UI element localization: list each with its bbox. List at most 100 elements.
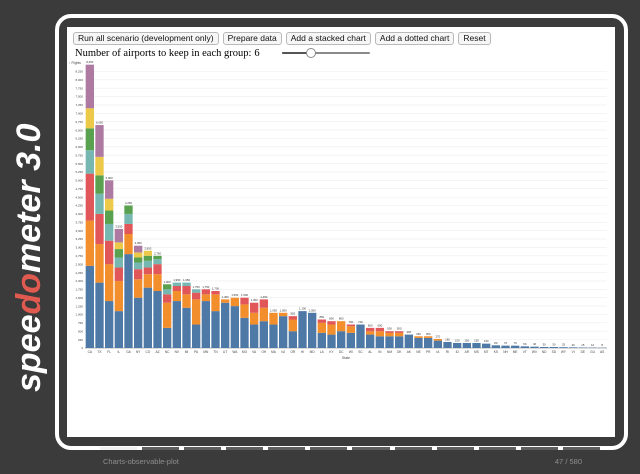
x-tick-label: IN (378, 350, 382, 354)
bar-segment (134, 262, 143, 270)
bar-segment (569, 347, 578, 348)
bar-segment (143, 267, 152, 275)
bar-total-label: 1,500 (231, 293, 238, 297)
bar-segment (105, 198, 114, 211)
bar-segment (395, 331, 404, 333)
bar-segment (395, 332, 404, 337)
bar-segment (385, 336, 394, 348)
airports-slider[interactable] (281, 48, 370, 58)
bar-total-label: 150 (455, 338, 460, 342)
bar-segment (134, 257, 143, 263)
slider-thumb[interactable] (305, 48, 316, 58)
x-tick-label: KY (329, 350, 334, 354)
svg-text:speedometer 3.0: speedometer 3.0 (10, 124, 48, 392)
progress-segment (394, 447, 432, 450)
reset-button[interactable]: Reset (458, 32, 491, 45)
bar-segment (230, 297, 239, 307)
bar-segment (85, 64, 94, 109)
bar-segment (366, 327, 375, 332)
x-tick-label: AL (368, 350, 372, 354)
y-axis-label: ↑ Flights (69, 61, 81, 65)
bar-total-label: 850 (319, 315, 324, 319)
bar-segment (172, 291, 181, 302)
bar-segment (134, 269, 143, 280)
airports-control-value: 6 (254, 47, 260, 59)
x-tick-label: ME (513, 350, 518, 354)
bar-total-label: 25 (562, 343, 566, 347)
x-tick-label: KS (494, 350, 498, 354)
x-tick-label: NJ (281, 350, 285, 354)
y-tick-label: 3,000 (75, 246, 83, 250)
bar-total-label: 950 (290, 312, 295, 316)
bar-segment (105, 240, 114, 265)
bar-total-label: 1,350 (251, 298, 258, 302)
bar-segment (192, 289, 201, 293)
bar-total-label: 1,050 (270, 308, 277, 312)
x-tick-label: CA (88, 350, 93, 354)
bar-segment (182, 307, 191, 348)
x-tick-label: GU (590, 350, 595, 354)
bar-segment (346, 324, 355, 327)
bar-segment (95, 282, 104, 348)
bar-segment (163, 302, 172, 328)
bar-segment (375, 327, 384, 332)
bar-segment (163, 284, 172, 290)
bar-segment (375, 331, 384, 337)
brand-text-after: meter 3.0 (10, 124, 48, 273)
y-tick-label: 4,500 (75, 195, 83, 199)
bar-total-label: 30 (552, 342, 556, 346)
bar-segment (424, 337, 433, 348)
bar-total-label: 2,900 (144, 246, 151, 250)
bar-segment (134, 245, 143, 253)
prepare-data-button[interactable]: Prepare data (222, 32, 282, 45)
run-all-scenario-button[interactable]: Run all scenario (development only) (73, 32, 219, 45)
chart-svg: 0 250 500 750 1,000 1,250 1,500 1,750 2,000 2,250… (67, 60, 615, 368)
add-dotted-chart-button[interactable]: Add a dotted chart (374, 32, 455, 45)
bar-segment (482, 343, 491, 348)
progress-segment (352, 447, 390, 450)
bar-segment (288, 316, 297, 320)
x-tick-label: ID (456, 350, 460, 354)
bar-segment (221, 299, 230, 303)
y-tick-label: 4,750 (75, 187, 83, 191)
airports-control: Number of airports to keep in each group… (75, 46, 370, 60)
bar-total-label: 1,450 (222, 295, 229, 299)
bar-total-label: 5,000 (106, 176, 113, 180)
x-tick-label: RI (446, 350, 449, 354)
bar-total-label: 1,750 (193, 285, 200, 289)
bar-total-label: 70 (504, 341, 508, 345)
bar-segment (124, 254, 133, 348)
bar-segment (385, 332, 394, 337)
y-tick-label: 7,500 (75, 95, 83, 99)
progress-segment (478, 447, 516, 450)
bar-total-label: 30 (543, 342, 547, 346)
bar-segment (95, 193, 104, 214)
bar-segment (172, 285, 181, 291)
y-tick-label: 2,500 (75, 262, 83, 266)
bar-segment (259, 321, 268, 348)
bar-total-label: 2,750 (154, 251, 161, 255)
bar-segment (105, 301, 114, 348)
bar-segment (153, 259, 162, 265)
bar-segment (143, 260, 152, 268)
bar-segment (192, 324, 201, 348)
y-tick-label: 0 (81, 346, 83, 350)
y-tick-label: 8,000 (75, 78, 83, 82)
bar-segment (95, 213, 104, 245)
bar-segment (240, 304, 249, 318)
bar-segment (453, 342, 462, 348)
bar-segment (250, 302, 259, 313)
bar-segment (433, 338, 442, 341)
bar-segment (337, 321, 346, 332)
x-tick-label: DC (339, 350, 344, 354)
bar-segment (549, 346, 558, 348)
bar-segment (105, 223, 114, 241)
bar-segment (269, 324, 278, 348)
bar-total-label: 6,650 (96, 121, 103, 125)
add-stacked-chart-button[interactable]: Add a stacked chart (285, 32, 371, 45)
bar-segment (288, 331, 297, 348)
bar-total-label: 80 (494, 341, 498, 345)
bar-segment (85, 150, 94, 174)
y-tick-label: 4,000 (75, 212, 83, 216)
y-tick-label: 6,750 (75, 120, 83, 124)
